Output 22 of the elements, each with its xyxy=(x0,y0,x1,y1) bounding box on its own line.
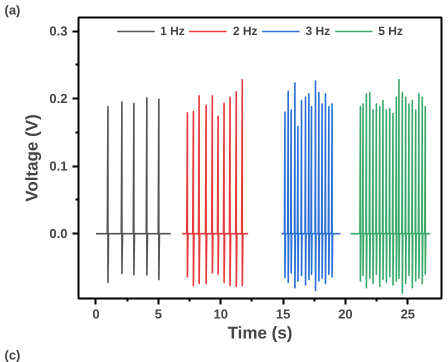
text: (c) xyxy=(4,348,20,362)
y-tick-label: 0.0 xyxy=(49,226,68,242)
x-tick-label: 0 xyxy=(92,306,100,322)
line-series xyxy=(350,78,432,294)
legend-label: 1 Hz xyxy=(160,24,185,38)
legend-label: 2 Hz xyxy=(232,24,258,38)
x-tick-label: 25 xyxy=(400,306,416,322)
text: (a) xyxy=(4,2,20,18)
x-axis-title: Time (s) xyxy=(228,324,292,342)
x-tick-label: 15 xyxy=(276,306,290,322)
line-series xyxy=(281,80,342,292)
x-tick-label: 5 xyxy=(154,306,162,322)
line-series xyxy=(181,78,249,288)
x-tick-label: 20 xyxy=(338,306,353,322)
legend-label: 5 Hz xyxy=(378,24,403,38)
x-tick-label: 10 xyxy=(213,306,228,322)
legend-label: 3 Hz xyxy=(306,24,330,38)
y-tick-label: 0.3 xyxy=(49,24,68,39)
y-tick-label: 0.1 xyxy=(49,158,68,174)
line-series xyxy=(95,97,172,284)
y-tick-label: 0.2 xyxy=(49,91,68,106)
y-axis-title: Voltage (V) xyxy=(22,114,42,202)
